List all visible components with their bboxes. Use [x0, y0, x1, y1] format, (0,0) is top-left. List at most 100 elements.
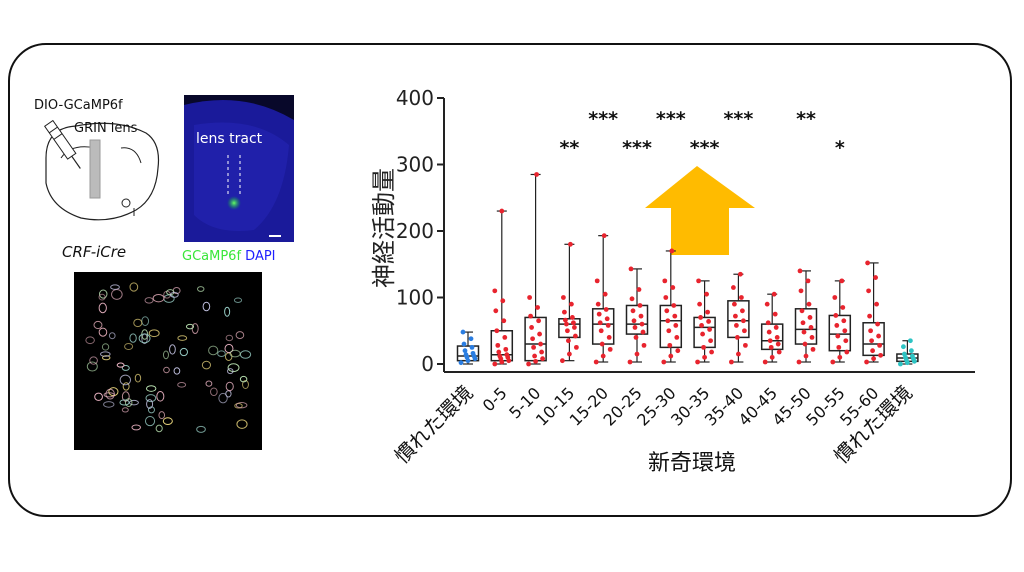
significance-mark: ** [796, 108, 816, 130]
box [625, 304, 649, 335]
data-point [803, 353, 809, 359]
data-point [802, 341, 808, 347]
cell-roi [93, 320, 103, 330]
data-point [601, 233, 607, 239]
data-point [669, 248, 675, 254]
data-point [638, 313, 644, 319]
data-point [733, 313, 738, 319]
data-point [776, 349, 782, 355]
data-point [739, 295, 744, 300]
data-point [667, 342, 673, 348]
box [558, 318, 581, 339]
brain-schematic [44, 119, 160, 221]
data-point [671, 303, 677, 308]
data-point [666, 328, 672, 334]
data-point [874, 301, 879, 307]
data-point [672, 313, 678, 319]
data-point [909, 348, 914, 354]
cell-roi [94, 392, 103, 401]
data-point [707, 327, 712, 332]
cell-roi [201, 360, 212, 370]
data-point [602, 291, 608, 297]
lens-tract-label: lens tract [196, 131, 263, 147]
cell-roi [229, 349, 241, 358]
cell-roi [156, 391, 165, 402]
cell-roi [217, 350, 226, 358]
data-point [595, 301, 601, 307]
data-point [698, 315, 703, 320]
data-point [531, 344, 536, 350]
data-point [878, 352, 883, 358]
cell-roi [89, 356, 98, 365]
cell-roi [233, 297, 243, 303]
grin-lens-shape [89, 139, 101, 199]
data-point [502, 335, 508, 340]
data-point [662, 278, 668, 284]
data-point [901, 344, 906, 350]
data-point [563, 317, 568, 323]
cell-roi [101, 343, 110, 351]
stain-legend: GCaMP6f DAPI [182, 249, 276, 264]
data-point [868, 328, 873, 334]
cell-roi [148, 329, 160, 338]
cell-roi [227, 363, 240, 373]
calcium-imaging-field [74, 272, 262, 450]
data-point [695, 359, 700, 365]
data-point [640, 329, 646, 335]
data-point [902, 351, 907, 357]
cell-roi [224, 306, 231, 317]
data-point [774, 335, 780, 340]
data-point [564, 321, 569, 327]
cell-roi [119, 374, 131, 386]
y-tick-label: 300 [396, 153, 434, 177]
data-point [797, 268, 803, 274]
data-point [696, 278, 701, 284]
cell-roi [103, 401, 115, 408]
data-point [697, 301, 702, 307]
data-point [866, 288, 871, 294]
data-point [598, 328, 604, 334]
data-point [532, 353, 537, 359]
data-point [765, 320, 771, 326]
data-point [772, 311, 778, 317]
data-point [571, 320, 576, 326]
data-point [663, 295, 669, 300]
data-point [841, 318, 847, 324]
data-point [835, 333, 841, 339]
data-point [865, 260, 870, 266]
cell-roi [218, 392, 228, 404]
cell-roi [133, 318, 143, 328]
cell-roi [144, 297, 154, 304]
data-point [574, 344, 579, 350]
data-point [460, 329, 466, 335]
data-point [606, 335, 612, 340]
data-point [704, 291, 709, 297]
plot-background [350, 75, 986, 470]
data-point [568, 241, 573, 247]
cell-roi [124, 343, 134, 350]
cell-roi [122, 382, 130, 391]
data-point [495, 342, 501, 348]
cell-roi [202, 301, 211, 312]
cell-roi [98, 293, 106, 301]
data-point [767, 338, 773, 344]
data-point [877, 342, 882, 348]
increase-arrow-icon [645, 166, 755, 255]
data-point [769, 354, 775, 360]
data-point [898, 361, 903, 367]
data-point [501, 318, 507, 324]
cell-roi [162, 350, 169, 360]
data-point [593, 359, 599, 365]
data-point [627, 359, 633, 365]
data-point [741, 318, 746, 324]
data-point [764, 301, 770, 307]
data-point [533, 358, 538, 364]
data-point [670, 285, 676, 290]
cell-roi [177, 335, 188, 341]
data-point [729, 359, 734, 365]
cell-roi [146, 399, 154, 409]
cell-roi [236, 419, 248, 429]
cell-roi [85, 336, 95, 345]
data-point [493, 308, 499, 314]
significance-mark: *** [723, 108, 753, 130]
